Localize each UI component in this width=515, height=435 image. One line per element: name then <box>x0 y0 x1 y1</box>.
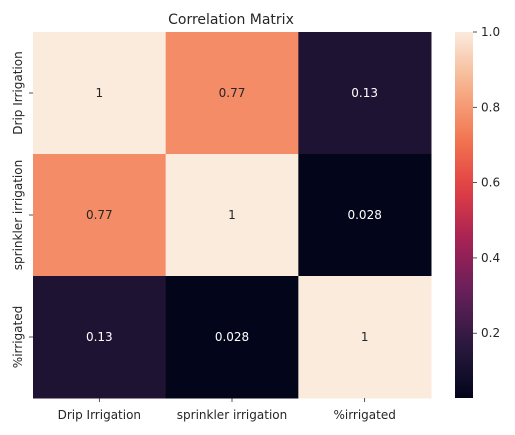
heatmap-cell <box>298 276 432 399</box>
y-tick-label: %irrigated <box>11 306 25 368</box>
colorbar-tick-label: 0.4 <box>481 251 500 265</box>
colorbar-tick-label: 0.2 <box>481 326 500 340</box>
x-tick-label: %irrigated <box>333 408 395 422</box>
heatmap-cells: 1 0.77 0.13 0.77 1 0.028 0.13 0.028 1 <box>33 32 432 399</box>
colorbar-axis: 0.2 0.4 0.6 0.8 1.0 <box>473 25 500 340</box>
heatmap-cell <box>165 32 299 155</box>
heatmap-cell <box>298 154 432 277</box>
colorbar-tick-label: 1.0 <box>481 25 500 39</box>
y-tick-label: Drip Irrigation <box>11 51 25 134</box>
y-tick-label: sprinkler irrigation <box>11 160 25 270</box>
cell-value-label: 0.028 <box>347 208 381 222</box>
colorbar-tick-label: 0.8 <box>481 100 500 114</box>
x-tick-label: Drip Irrigation <box>58 408 141 422</box>
heatmap-cell <box>33 154 167 277</box>
x-axis: Drip Irrigation sprinkler irrigation %irri… <box>58 398 396 422</box>
cell-value-label: 0.028 <box>215 330 249 344</box>
x-tick-label: sprinkler irrigation <box>177 408 287 422</box>
cell-value-label: 1 <box>228 208 236 222</box>
chart-title: Correlation Matrix <box>168 12 294 28</box>
heatmap-cell <box>33 32 167 155</box>
colorbar <box>455 32 473 398</box>
cell-value-label: 1 <box>96 86 104 100</box>
cell-value-label: 0.77 <box>86 208 113 222</box>
y-axis: Drip Irrigation sprinkler irrigation %irri… <box>11 51 33 368</box>
cell-value-label: 1 <box>361 330 369 344</box>
colorbar-tick-label: 0.6 <box>481 176 500 190</box>
heatmap-cell <box>33 276 167 399</box>
cell-value-label: 0.13 <box>86 330 113 344</box>
heatmap-cell <box>298 32 432 155</box>
heatmap-cell <box>165 154 299 277</box>
cell-value-label: 0.77 <box>219 86 246 100</box>
heatmap-cell <box>165 276 299 399</box>
cell-value-label: 0.13 <box>351 86 378 100</box>
